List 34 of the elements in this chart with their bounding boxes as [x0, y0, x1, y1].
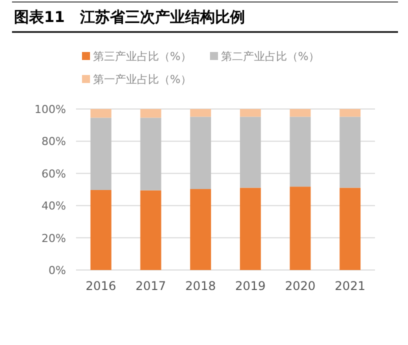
x-tick-label: 2018 — [185, 279, 216, 293]
legend-label: 第三产业占比（%） — [93, 50, 192, 63]
x-tick-label: 2016 — [86, 279, 116, 293]
bar — [90, 190, 112, 270]
x-tick-label: 2019 — [235, 279, 266, 293]
bar — [140, 109, 162, 118]
y-tick-label: 40% — [42, 200, 66, 213]
y-tick-label: 80% — [42, 135, 66, 148]
bar — [240, 116, 261, 188]
bar — [290, 109, 311, 117]
bar — [140, 190, 162, 270]
x-tick-label: 2020 — [284, 279, 316, 293]
bar — [340, 188, 361, 270]
bar — [190, 116, 212, 190]
bar — [90, 109, 112, 118]
bar — [90, 118, 112, 190]
bar — [240, 188, 261, 270]
chart-title: 图表11 江苏省三次产业结构比例 — [14, 8, 245, 26]
bar — [290, 186, 311, 270]
y-tick-label: 0% — [48, 264, 66, 277]
bar — [240, 109, 261, 117]
bar — [340, 109, 361, 117]
x-tick-label: 2021 — [334, 279, 366, 293]
bar — [290, 116, 311, 187]
x-tick-label: 2017 — [135, 279, 166, 293]
y-tick-label: 20% — [42, 232, 66, 245]
bar — [190, 109, 212, 117]
legend-label: 第二产业占比（%） — [221, 50, 320, 63]
bar — [190, 189, 212, 270]
bar — [340, 116, 361, 188]
y-tick-label: 100% — [34, 103, 66, 116]
y-tick-label: 60% — [42, 167, 66, 180]
legend-label: 第一产业占比（%） — [93, 73, 192, 86]
bar — [140, 118, 162, 190]
